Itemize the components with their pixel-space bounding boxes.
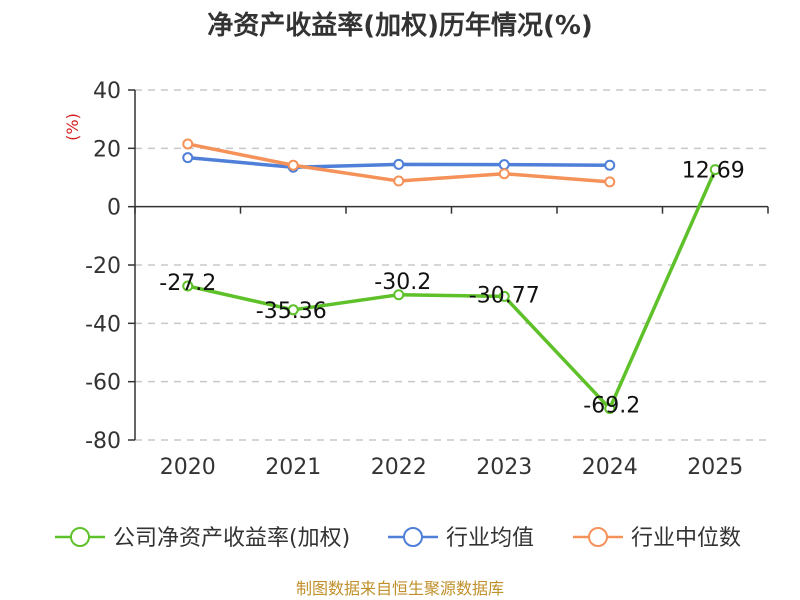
series-line-0	[186, 167, 717, 411]
series-point-2	[287, 159, 299, 171]
y-tick-label: 20	[93, 137, 121, 162]
series-point-0	[709, 164, 721, 176]
series-point-2	[393, 175, 405, 187]
x-tick-label: 2022	[371, 455, 427, 480]
y-axis-unit-label: (%)	[63, 113, 82, 141]
y-tick-label: -20	[85, 254, 121, 279]
axes	[128, 89, 769, 441]
x-tick-label: 2025	[687, 455, 743, 480]
legend-marker-icon	[588, 527, 608, 547]
data-labels: -27.2 -35.36 -30.2 -30.77 -69.2 12.69	[159, 159, 744, 419]
data-label: -30.2	[374, 270, 431, 295]
data-source-note: 制图数据来自恒生聚源数据库	[296, 579, 504, 598]
legend-label: 行业中位数	[631, 526, 741, 551]
legend-marker-icon	[403, 527, 423, 547]
data-label: -69.2	[583, 394, 640, 419]
series-point-0	[287, 304, 299, 316]
series-point-2	[182, 138, 194, 150]
series-point-0	[182, 280, 194, 292]
data-label: -35.36	[256, 299, 327, 324]
legend-item-0[interactable]: 公司净资产收益率(加权)	[55, 526, 350, 551]
data-label: 12.69	[682, 159, 745, 184]
legend-item-2[interactable]: 行业中位数	[573, 526, 741, 551]
y-tick-label: -40	[85, 312, 121, 337]
series-point-1	[498, 159, 510, 171]
series-point-0	[498, 290, 510, 302]
y-tick-label: 0	[107, 196, 121, 221]
x-tick-label: 2023	[476, 455, 532, 480]
series-point-2	[604, 176, 616, 188]
legend-marker-icon	[70, 527, 90, 547]
legend-label: 公司净资产收益率(加权)	[113, 526, 350, 551]
series-point-1	[604, 159, 616, 171]
legend[interactable]: 公司净资产收益率(加权) 行业均值 行业中位数	[55, 526, 741, 551]
y-tick-label: 40	[93, 79, 121, 104]
series-point-1	[393, 158, 405, 170]
series-point-1	[182, 152, 194, 164]
tick-labels: 40 20 0 -20 -40 -60 -80 2020 2021 2022 2023 2024 202…	[85, 79, 743, 480]
legend-item-1[interactable]: 行业均值	[388, 526, 534, 551]
x-tick-label: 2020	[160, 455, 216, 480]
series-point-2	[498, 168, 510, 180]
series-point-0	[604, 403, 616, 414]
x-tick-label: 2024	[582, 455, 638, 480]
y-tick-label: -80	[85, 429, 121, 454]
series-point-0	[393, 289, 405, 301]
grid-lines	[135, 89, 768, 441]
y-tick-label: -60	[85, 371, 121, 396]
data-label: -30.77	[469, 283, 540, 308]
x-tick-label: 2021	[265, 455, 321, 480]
legend-label: 行业均值	[446, 526, 534, 551]
series-lines	[182, 138, 721, 414]
data-label: -27.2	[159, 271, 216, 296]
chart-title: 净资产收益率(加权)历年情况(%)	[207, 10, 593, 41]
